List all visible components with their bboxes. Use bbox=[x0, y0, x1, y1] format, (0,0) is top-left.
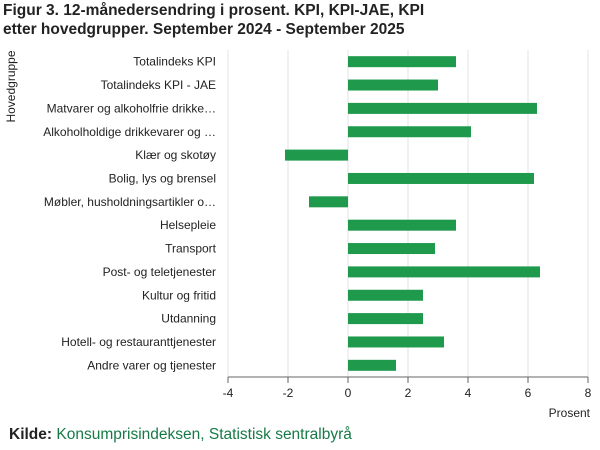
bar-10 bbox=[348, 289, 423, 301]
source-link[interactable]: Konsumprisindeksen, Statistisk sentralby… bbox=[56, 426, 352, 443]
category-label-10: Kultur og fritid bbox=[142, 288, 216, 302]
category-label-6: Møbler, husholdningsartikler o… bbox=[44, 195, 216, 209]
bar-12 bbox=[348, 336, 444, 348]
bar-5 bbox=[348, 172, 534, 184]
x-tick-label-2: 0 bbox=[345, 386, 352, 400]
category-label-11: Utdanning bbox=[161, 312, 216, 326]
category-label-12: Hotell- og restauranttjenester bbox=[61, 335, 216, 349]
bar-4 bbox=[285, 149, 348, 161]
x-tick-label-4: 4 bbox=[465, 386, 472, 400]
category-label-1: Totalindeks KPI - JAE bbox=[101, 78, 216, 92]
x-tick-label-5: 6 bbox=[525, 386, 532, 400]
bar-7 bbox=[348, 219, 456, 231]
category-label-4: Klær og skotøy bbox=[135, 148, 216, 162]
category-label-2: Matvarer og alkoholfrie drikke… bbox=[47, 101, 216, 115]
bar-3 bbox=[348, 126, 471, 138]
category-label-5: Bolig, lys og brensel bbox=[109, 171, 216, 185]
bar-8 bbox=[348, 243, 435, 255]
source-label: Kilde: bbox=[9, 426, 53, 443]
chart-title-line-1: Figur 3. 12-månedersendring i prosent. K… bbox=[3, 2, 425, 19]
category-label-0: Totalindeks KPI bbox=[133, 55, 216, 69]
bar-0 bbox=[348, 56, 456, 68]
x-tick-label-1: -2 bbox=[283, 386, 294, 400]
x-tick-label-0: -4 bbox=[223, 386, 234, 400]
y-axis-title: Hovedgruppe bbox=[4, 50, 18, 122]
x-tick-label-6: 8 bbox=[585, 386, 592, 400]
source-note: Kilde: Konsumprisindeksen, Statistisk se… bbox=[9, 426, 352, 444]
bar-9 bbox=[348, 266, 540, 278]
category-label-8: Transport bbox=[165, 242, 217, 256]
x-axis-title: Prosent bbox=[549, 406, 591, 420]
category-label-9: Post- og teletjenester bbox=[103, 265, 216, 279]
bar-2 bbox=[348, 102, 537, 114]
bar-13 bbox=[348, 359, 396, 371]
category-label-7: Helsepleie bbox=[160, 218, 216, 232]
chart-title-line-2: etter hovedgrupper. September 2024 - Sep… bbox=[3, 21, 405, 38]
chart-title: Figur 3. 12-månedersendring i prosent. K… bbox=[3, 1, 563, 39]
bar-11 bbox=[348, 313, 423, 325]
x-tick-label-3: 2 bbox=[405, 386, 412, 400]
bar-1 bbox=[348, 79, 438, 91]
category-label-3: Alkoholholdige drikkevarer og … bbox=[43, 125, 216, 139]
bar-6 bbox=[309, 196, 348, 208]
category-label-13: Andre varer og tjenester bbox=[87, 358, 216, 372]
